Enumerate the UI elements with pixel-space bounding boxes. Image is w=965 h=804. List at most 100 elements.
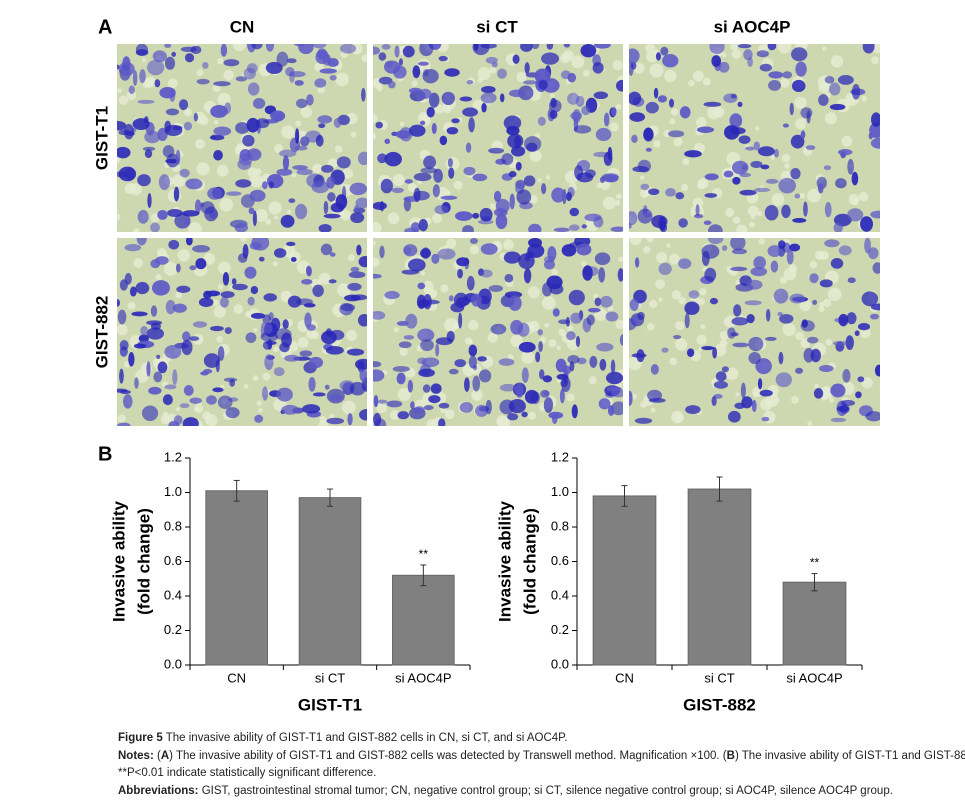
micrograph-cell bbox=[374, 418, 387, 426]
micrograph-cell bbox=[803, 201, 808, 217]
micrograph-cell bbox=[408, 87, 423, 94]
micrograph-cell bbox=[605, 311, 619, 322]
micrograph-cell bbox=[295, 203, 308, 220]
micrograph-cell bbox=[462, 107, 479, 117]
micrograph-speck bbox=[133, 228, 140, 232]
micrograph-cell bbox=[474, 404, 489, 417]
micrograph-speck bbox=[399, 347, 408, 356]
micrograph-cell bbox=[823, 165, 832, 171]
micrograph-speck bbox=[615, 104, 622, 110]
micrograph-cell bbox=[314, 78, 327, 88]
micrograph-cell bbox=[172, 303, 187, 313]
micrograph-cell bbox=[734, 402, 746, 409]
micrograph-cell bbox=[629, 222, 632, 229]
micrograph-speck bbox=[212, 299, 219, 307]
micrograph-cell bbox=[466, 79, 474, 85]
micrograph-cell bbox=[290, 256, 297, 262]
micrograph-cell bbox=[328, 279, 337, 284]
micrograph-cell bbox=[147, 193, 152, 209]
micrograph-cell bbox=[182, 210, 200, 217]
micrograph-cell bbox=[456, 257, 470, 267]
micrograph-cell bbox=[563, 44, 571, 48]
micrograph-cell bbox=[872, 262, 880, 274]
micrograph-cell bbox=[183, 121, 193, 131]
micrograph-speck bbox=[219, 197, 234, 212]
micrograph-cell bbox=[524, 389, 539, 404]
micrograph-speck bbox=[735, 392, 740, 397]
micrograph-speck bbox=[341, 400, 356, 415]
micrograph-speck bbox=[782, 322, 796, 337]
micrograph-cell bbox=[869, 313, 880, 320]
micrograph-cell bbox=[119, 389, 131, 395]
caption-title: Figure 5 The invasive ability of GIST-T1… bbox=[118, 732, 568, 744]
micrograph-cell bbox=[580, 44, 597, 58]
micrograph-cell bbox=[567, 354, 580, 364]
micrograph-cell bbox=[381, 44, 391, 50]
micrograph-speck bbox=[258, 408, 263, 413]
micrograph-cell bbox=[508, 171, 517, 178]
micrograph-cell bbox=[813, 388, 824, 399]
micrograph-cell bbox=[387, 81, 396, 89]
micrograph-speck bbox=[216, 164, 229, 177]
micrograph-cell bbox=[384, 291, 400, 300]
micrograph-cell bbox=[301, 279, 313, 285]
micrograph-cell bbox=[217, 395, 233, 409]
micrograph-cell bbox=[137, 174, 151, 187]
micrograph-cell bbox=[704, 267, 717, 282]
micrograph-speck bbox=[411, 80, 418, 87]
micrograph-cell bbox=[140, 326, 149, 336]
micrograph-speck bbox=[827, 287, 842, 302]
micrograph-cell bbox=[730, 238, 746, 251]
micrograph-cell bbox=[543, 259, 555, 270]
micrograph-cell bbox=[838, 313, 849, 327]
micrograph-cell bbox=[678, 218, 688, 228]
micrograph-speck bbox=[814, 383, 819, 389]
micrograph-cell bbox=[252, 210, 257, 227]
micrograph-speck bbox=[760, 398, 773, 411]
micrograph-cell bbox=[693, 213, 704, 219]
micrograph-cell bbox=[434, 204, 449, 215]
micrograph-speck bbox=[562, 50, 574, 62]
micrograph-speck bbox=[795, 118, 807, 130]
micrograph-cell bbox=[504, 273, 514, 283]
micrograph-cell bbox=[319, 68, 337, 74]
micrograph-cell bbox=[315, 134, 324, 147]
micrograph-cell bbox=[246, 117, 260, 133]
micrograph-cell bbox=[206, 395, 217, 405]
micrograph-speck bbox=[133, 258, 144, 268]
micrograph-cell bbox=[321, 164, 334, 173]
micrograph-cell bbox=[781, 204, 791, 219]
micrograph-cell bbox=[645, 147, 652, 152]
micrograph-cell bbox=[146, 361, 151, 377]
micrograph-cell bbox=[507, 133, 524, 149]
micrograph bbox=[629, 44, 880, 232]
micrograph-cell bbox=[847, 208, 864, 222]
micrograph-cell bbox=[477, 219, 494, 225]
micrograph-cell bbox=[422, 69, 439, 84]
micrograph-speck bbox=[329, 413, 335, 420]
micrograph-cell bbox=[658, 216, 667, 231]
micrograph-cell bbox=[629, 112, 646, 122]
micrograph-cell bbox=[182, 331, 191, 342]
micrograph-speck bbox=[118, 95, 129, 105]
micrograph-cell bbox=[215, 359, 220, 373]
micrograph-cell bbox=[568, 224, 580, 231]
micrograph-speck bbox=[340, 209, 352, 221]
micrograph-speck bbox=[723, 315, 737, 328]
micrograph-cell bbox=[724, 125, 740, 140]
micrograph-cell bbox=[854, 330, 860, 337]
micrograph-cell bbox=[179, 403, 190, 409]
micrograph-speck bbox=[669, 118, 676, 125]
micrograph-cell bbox=[657, 95, 668, 103]
micrograph-cell bbox=[498, 358, 515, 366]
micrograph-cell bbox=[795, 367, 804, 374]
micrograph-cell bbox=[164, 44, 172, 48]
micrograph-speck bbox=[695, 116, 707, 128]
micrograph-cell bbox=[417, 282, 426, 290]
micrograph-cell bbox=[357, 151, 367, 166]
micrograph-cell bbox=[212, 387, 224, 393]
micrograph-cell bbox=[518, 85, 534, 101]
micrograph-cell bbox=[349, 381, 366, 396]
micrograph-cell bbox=[292, 165, 308, 170]
micrograph-cell bbox=[542, 282, 553, 297]
